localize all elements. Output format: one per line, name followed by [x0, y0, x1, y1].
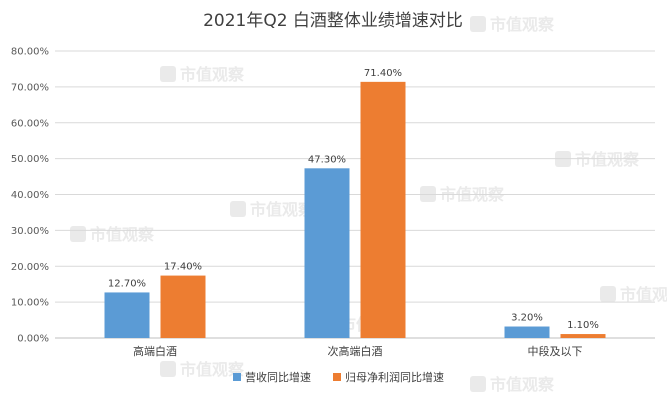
bar: [104, 292, 150, 338]
watermark-logo: 市值观察: [160, 360, 245, 379]
category-label: 次高端白酒: [328, 344, 383, 358]
bar: [360, 81, 406, 338]
legend: 营收同比增速 归母净利润同比增速: [233, 370, 444, 384]
legend-swatch: [333, 373, 341, 381]
svg-text:市值观察: 市值观察: [490, 15, 555, 34]
data-label: 47.30%: [308, 154, 346, 165]
data-labels: 12.70% 17.40% 47.30% 71.40% 3.20% 1.10%: [108, 68, 599, 331]
data-label: 71.40%: [364, 68, 402, 79]
legend-label: 营收同比增速: [245, 370, 311, 384]
gridlines: [55, 50, 655, 339]
svg-text:市值观察: 市值观察: [250, 200, 315, 219]
category-label: 高端白酒: [133, 344, 177, 358]
watermark-logo: 市值观察: [470, 15, 555, 34]
svg-text:市值观察: 市值观察: [575, 150, 640, 169]
svg-text:市值观察: 市值观察: [620, 285, 667, 304]
x-axis-category-labels: 高端白酒 次高端白酒 中段及以下: [133, 344, 583, 358]
y-tick-label: 0.00%: [17, 334, 49, 345]
y-tick-label: 40.00%: [11, 190, 49, 201]
y-tick-label: 30.00%: [11, 226, 49, 237]
watermark-logo: 市值观察: [160, 65, 245, 84]
data-label: 3.20%: [511, 313, 543, 324]
bar: [560, 334, 606, 338]
svg-text:市值观察: 市值观察: [490, 375, 555, 394]
bar: [504, 326, 550, 338]
y-axis-tick-labels: 0.00% 10.00% 20.00% 30.00% 40.00% 50.00% 60.00…: [11, 47, 49, 345]
y-tick-label: 10.00%: [11, 298, 49, 309]
svg-text:市值观察: 市值观察: [180, 360, 245, 379]
y-tick-label: 50.00%: [11, 154, 49, 165]
bar: [160, 275, 206, 338]
watermark-logo: 市值观察: [555, 150, 640, 169]
svg-text:市值观察: 市值观察: [180, 65, 245, 84]
watermark-layer: 市值观察市值观察市值观察市值观察市值观察市值观察市值观察市值观察市值观察市值观察: [70, 15, 667, 394]
data-label: 12.70%: [108, 278, 146, 289]
watermark-logo: 市值观察: [600, 285, 667, 304]
data-label: 17.40%: [164, 262, 202, 273]
legend-item: 归母净利润同比增速: [333, 370, 444, 384]
watermark-logo: 市值观察: [470, 375, 555, 394]
legend-item: 营收同比增速: [233, 370, 311, 384]
chart-title: 2021年Q2 白酒整体业绩增速对比: [203, 11, 463, 31]
watermark-logo: 市值观察: [230, 200, 315, 219]
y-tick-label: 80.00%: [11, 47, 49, 58]
watermark-logo: 市值观察: [70, 225, 155, 244]
y-tick-label: 60.00%: [11, 118, 49, 129]
legend-swatch: [233, 373, 241, 381]
svg-text:市值观察: 市值观察: [90, 225, 155, 244]
bars: [104, 81, 606, 338]
y-tick-label: 20.00%: [11, 262, 49, 273]
category-label: 中段及以下: [528, 344, 583, 358]
data-label: 1.10%: [567, 320, 599, 331]
legend-label: 归母净利润同比增速: [345, 370, 444, 384]
bar: [304, 168, 350, 338]
y-tick-label: 70.00%: [11, 82, 49, 93]
